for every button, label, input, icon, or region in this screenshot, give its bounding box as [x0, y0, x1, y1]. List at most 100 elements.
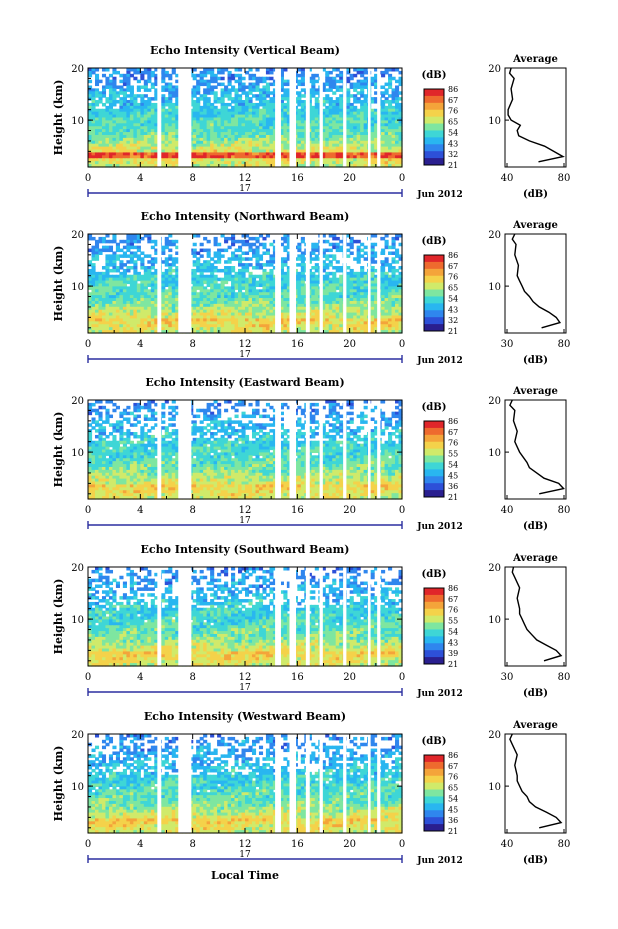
- heatmap-cell: [203, 117, 208, 122]
- heatmap-cell: [297, 108, 302, 113]
- heatmap-cell: [370, 152, 375, 156]
- heatmap-cell: [227, 277, 232, 282]
- heatmap-cell: [213, 94, 218, 98]
- heatmap-cell: [300, 161, 305, 165]
- heatmap-cell: [220, 97, 225, 101]
- heatmap-cell: [370, 100, 375, 104]
- heatmap-cell: [384, 234, 389, 238]
- heatmap-cell: [248, 114, 253, 119]
- heatmap-cell: [286, 79, 291, 84]
- heatmap-cell: [224, 132, 229, 136]
- heatmap-cell: [234, 120, 239, 124]
- heatmap-cell: [262, 149, 267, 154]
- heatmap-cell: [115, 117, 120, 122]
- heatmap-cell: [108, 91, 114, 95]
- heatmap-cell: [115, 161, 120, 165]
- heatmap-cell: [227, 88, 232, 92]
- heatmap-cell: [224, 94, 229, 98]
- heatmap-cell: [328, 129, 333, 133]
- heatmap-cell: [311, 123, 316, 127]
- heatmap-cell: [196, 286, 201, 290]
- heatmap-cell: [192, 73, 197, 78]
- heatmap-cell: [164, 236, 169, 241]
- heatmap-cell: [122, 73, 127, 78]
- heatmap-cell: [388, 117, 393, 122]
- heatmap-cell: [311, 105, 316, 110]
- heatmap-cell: [234, 102, 239, 107]
- heatmap-cell: [147, 120, 152, 124]
- heatmap-cell: [210, 117, 215, 122]
- heatmap-cell: [307, 129, 312, 133]
- heatmap-cell: [129, 100, 134, 104]
- heatmap-cell: [199, 254, 204, 258]
- heatmap-cell: [286, 143, 291, 148]
- heatmap-cell: [251, 105, 257, 110]
- heatmap-cell: [262, 97, 267, 101]
- heatmap-cell: [286, 155, 291, 159]
- heatmap-cell: [126, 152, 131, 156]
- heatmap-cell: [192, 164, 197, 168]
- heatmap-cell: [112, 152, 117, 156]
- heatmap-cell: [346, 242, 351, 247]
- heatmap-cell: [192, 254, 197, 258]
- heatmap-cell: [269, 146, 274, 151]
- heatmap-cell: [363, 140, 368, 145]
- heatmap-cell: [199, 129, 204, 133]
- heatmap-cell: [346, 76, 351, 81]
- heatmap-cell: [213, 140, 218, 145]
- heatmap-cell: [210, 108, 215, 113]
- heatmap-cell: [374, 82, 379, 87]
- heatmap-cell: [349, 94, 354, 98]
- average-frame: [504, 67, 567, 168]
- average-y-tick-label: 20: [488, 64, 501, 75]
- heatmap-cell: [300, 140, 305, 145]
- heatmap-cell: [140, 158, 145, 162]
- heatmap-cell: [217, 149, 222, 154]
- heatmap-cell: [129, 236, 134, 241]
- heatmap-cell: [199, 132, 204, 136]
- heatmap-cell: [171, 155, 176, 159]
- heatmap-cell: [339, 126, 344, 130]
- heatmap-cell: [398, 137, 403, 142]
- heatmap-cell: [108, 111, 114, 116]
- heatmap-cell: [339, 146, 344, 151]
- heatmap-cell: [164, 149, 169, 154]
- heatmap-cell: [363, 137, 368, 142]
- heatmap-cell: [283, 137, 288, 142]
- heatmap-cell: [199, 79, 204, 84]
- heatmap-cell: [360, 140, 365, 145]
- heatmap-cell: [126, 254, 131, 258]
- heatmap-cell: [210, 111, 215, 116]
- heatmap-cell: [217, 132, 222, 136]
- heatmap-cell: [143, 68, 148, 72]
- heatmap-cell: [391, 108, 396, 113]
- heatmap-cell: [370, 108, 375, 113]
- heatmap-cell: [220, 105, 225, 110]
- heatmap-cell: [108, 263, 114, 267]
- heatmap-cell: [238, 82, 243, 87]
- heatmap-cell: [279, 76, 284, 81]
- heatmap-cell: [126, 248, 131, 253]
- heatmap-cell: [279, 94, 284, 98]
- heatmap-cell: [168, 155, 173, 159]
- heatmap-cell: [88, 126, 93, 130]
- heatmap-cell: [311, 257, 316, 261]
- heatmap-cell: [395, 100, 400, 104]
- heatmap-cell: [154, 102, 159, 107]
- heatmap-cell: [339, 73, 344, 78]
- heatmap-cell: [328, 155, 333, 159]
- heatmap-cell: [105, 123, 110, 127]
- heatmap-cell: [398, 146, 403, 151]
- heatmap-cell: [395, 164, 400, 168]
- heatmap-cell: [196, 161, 201, 165]
- heatmap-cell: [217, 268, 222, 273]
- heatmap-cell: [136, 129, 141, 133]
- heatmap-cell: [129, 123, 134, 127]
- heatmap-cell: [108, 73, 114, 78]
- heatmap-cell: [140, 257, 145, 261]
- heatmap-cell: [94, 257, 100, 261]
- heatmap-cell: [115, 132, 120, 136]
- heatmap-cell: [328, 120, 333, 124]
- heatmap-cell: [171, 70, 176, 75]
- heatmap-cell: [171, 120, 176, 124]
